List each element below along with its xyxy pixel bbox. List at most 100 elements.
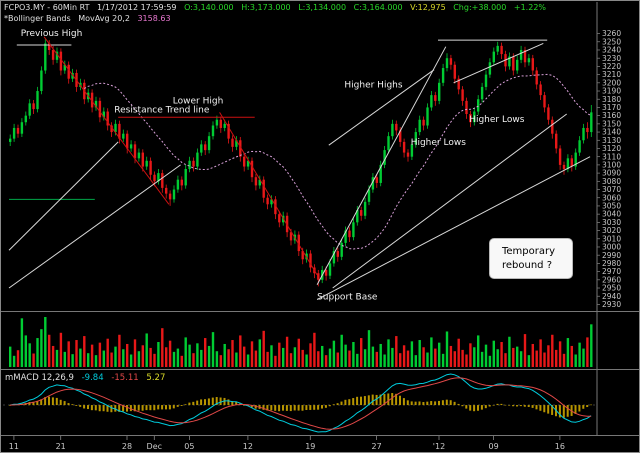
volume-bar <box>79 348 82 367</box>
volume-bar <box>570 345 573 367</box>
note-annotation[interactable]: Temporary rebound ? <box>489 238 573 279</box>
candle <box>94 100 98 108</box>
downtrend-line-2 <box>219 112 318 276</box>
volume-bar <box>360 338 363 367</box>
volume-bar <box>215 351 219 367</box>
macd-histogram-bar <box>508 405 511 406</box>
macd-label: mMACD 12,26,9 <box>5 373 74 383</box>
volume-bar <box>67 341 70 367</box>
macd-histogram-bar <box>180 405 183 406</box>
candle <box>262 179 265 198</box>
candle <box>449 58 453 65</box>
candle <box>204 144 207 151</box>
macd-histogram-bar <box>168 405 171 410</box>
macd-histogram-bar <box>44 397 47 406</box>
candle <box>90 92 94 108</box>
candle <box>422 119 425 126</box>
candle <box>461 89 464 101</box>
macd-histogram-bar <box>211 397 214 406</box>
volume-bar <box>551 334 554 367</box>
volume-bar <box>149 347 152 367</box>
candle <box>289 232 293 241</box>
volume-bar <box>12 355 16 367</box>
candle <box>211 125 215 137</box>
macd-histogram-bar <box>87 405 89 410</box>
macd-histogram-bar <box>133 405 136 412</box>
volume-bar <box>184 337 187 367</box>
macd-histogram-bar <box>161 405 164 410</box>
volume-bar <box>543 352 546 367</box>
volume-bar <box>63 351 66 367</box>
volume-bar <box>418 340 421 367</box>
macd-histogram-bar <box>340 401 343 406</box>
ohlc-low: L:3,134.000 <box>298 3 347 12</box>
macd-panel <box>3 373 595 433</box>
higher-lows-label-2: Higher Lows <box>469 115 525 125</box>
volume-bar <box>180 355 183 367</box>
y-axis-label: 3160 <box>602 111 621 120</box>
macd-histogram-bar <box>153 405 156 411</box>
volume-bar <box>129 354 133 367</box>
macd-histogram-bar <box>223 397 226 406</box>
volume-bar <box>469 343 472 367</box>
volume-bar <box>137 351 141 367</box>
macd-histogram-bar <box>457 403 460 406</box>
volume-bar <box>219 355 222 367</box>
volume-bar <box>165 347 168 367</box>
y-axis-label: 2970 <box>602 267 621 276</box>
candle <box>250 160 254 178</box>
y-axis-label: 3150 <box>602 119 621 128</box>
candle <box>270 199 273 205</box>
candle <box>356 210 359 223</box>
volume-bar <box>367 330 371 367</box>
candle <box>488 62 492 75</box>
macd-histogram-bar <box>496 403 499 406</box>
macd-histogram-bar <box>352 398 355 406</box>
volume-bar <box>402 345 406 367</box>
y-axis-label: 3020 <box>602 226 621 235</box>
volume-bar <box>270 345 273 367</box>
volume-bar <box>328 348 332 367</box>
volume-bar <box>289 353 293 367</box>
volume-bar <box>492 340 495 367</box>
volume-bar <box>356 353 359 367</box>
y-axis-label: 3230 <box>602 54 621 63</box>
candle <box>180 179 183 186</box>
y-axis-label: 3130 <box>602 136 621 145</box>
volume-bar <box>24 335 27 367</box>
candle <box>551 119 554 134</box>
macd-histogram-bar <box>531 405 534 408</box>
candle <box>566 158 570 169</box>
macd-histogram-bar <box>176 405 179 407</box>
candle <box>223 123 226 128</box>
volume-bar <box>44 317 47 367</box>
y-axis-label: 3000 <box>602 243 621 252</box>
macd-histogram-bar <box>371 394 374 406</box>
macd-histogram-bar <box>235 401 238 406</box>
volume-bar <box>352 342 355 367</box>
x-axis-label: '12 <box>433 442 445 451</box>
volume-bar <box>301 349 304 367</box>
wedge-rising-line <box>453 42 544 84</box>
macd-histogram-bar <box>274 405 277 411</box>
volume-bar <box>36 338 39 367</box>
candle <box>414 132 417 145</box>
volume-bar <box>239 335 242 367</box>
volume-bar <box>590 324 593 367</box>
volume-bar <box>519 351 523 367</box>
macd-histogram-bar <box>59 399 62 406</box>
higher-highs-line <box>328 69 435 146</box>
volume-bar <box>508 336 511 367</box>
uptrend-line-left-1 <box>8 164 181 289</box>
macd-histogram-bar <box>94 405 97 411</box>
macd-histogram-bar <box>231 401 234 406</box>
volume-bar <box>531 343 534 367</box>
candle <box>161 173 164 188</box>
macd-histogram-bar <box>102 405 105 412</box>
macd-histogram-bar <box>395 393 398 406</box>
volume-bar <box>176 348 180 367</box>
volume-bar <box>51 345 55 367</box>
volume-bar <box>243 346 246 367</box>
